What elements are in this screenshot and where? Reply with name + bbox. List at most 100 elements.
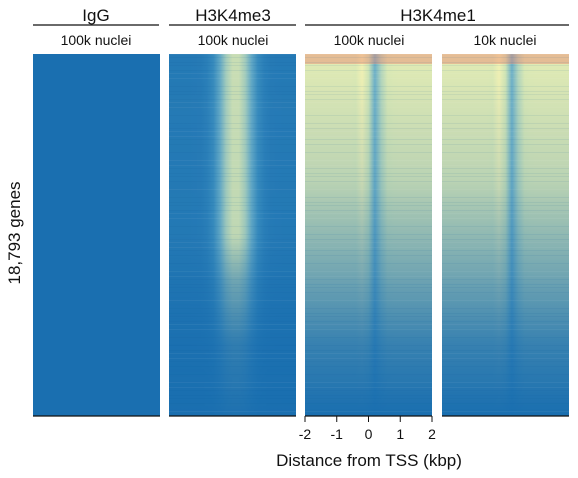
heatmap-streak <box>169 250 296 251</box>
heatmap-streak <box>169 65 296 66</box>
x-tick-label: 1 <box>396 426 404 442</box>
heatmap-top-band <box>305 54 432 64</box>
panel-subtitle-igg: 100k nuclei <box>61 32 132 48</box>
heatmap-streak <box>305 321 432 322</box>
heatmap-streak <box>169 173 296 174</box>
heatmap-streak <box>305 189 432 190</box>
heatmap-streak <box>305 279 432 280</box>
heatmap-streak <box>169 102 296 103</box>
heatmap-streak <box>442 144 569 145</box>
heatmap-streak <box>169 255 296 256</box>
heatmap-streak <box>442 123 569 124</box>
heatmap-streak <box>305 176 432 177</box>
heatmap-streak <box>305 329 432 330</box>
heatmap-streak <box>442 300 569 301</box>
heatmap-streak <box>442 358 569 359</box>
heatmap-streak <box>442 160 569 161</box>
x-tick-label: 0 <box>365 426 373 442</box>
y-axis-label: 18,793 genes <box>5 181 24 284</box>
heatmap-streak <box>305 390 432 391</box>
heatmap-streak <box>442 165 569 166</box>
heatmap-streak <box>169 387 296 388</box>
heatmap-streak <box>305 263 432 264</box>
heatmap-streak <box>305 165 432 166</box>
heatmap-streak <box>442 411 569 412</box>
heatmap-streak <box>169 144 296 145</box>
heatmap-streak <box>169 176 296 177</box>
heatmap-streak <box>442 136 569 137</box>
heatmap-streak <box>305 242 432 243</box>
heatmap-streak <box>305 218 432 219</box>
heatmap-streak <box>442 242 569 243</box>
heatmap-streak <box>442 107 569 108</box>
heatmap-streak <box>442 292 569 293</box>
heatmap-streak <box>169 62 296 63</box>
heatmap-streak <box>169 136 296 137</box>
heatmap-streak <box>442 395 569 396</box>
heatmap-streak <box>442 189 569 190</box>
heatmap-streak <box>169 234 296 235</box>
heatmap-streak <box>305 94 432 95</box>
heatmap-streak <box>442 403 569 404</box>
heatmap-streak <box>442 316 569 317</box>
heatmap-streak <box>169 321 296 322</box>
heatmap-streak <box>169 300 296 301</box>
heatmap-streak <box>169 308 296 309</box>
heatmap-streak <box>442 271 569 272</box>
heatmap-streak <box>305 160 432 161</box>
heatmap-streak <box>442 324 569 325</box>
heatmap-streak <box>442 62 569 63</box>
heatmap-streak <box>442 205 569 206</box>
heatmap-streak <box>305 255 432 256</box>
heatmap-streak <box>169 226 296 227</box>
heatmap-streak <box>442 276 569 277</box>
heatmap-streak <box>442 329 569 330</box>
heatmap-streak <box>169 78 296 79</box>
heatmap-streak <box>169 287 296 288</box>
heatmap-streak <box>442 263 569 264</box>
heatmap-streak <box>305 73 432 74</box>
heatmap-streak <box>169 131 296 132</box>
heatmap-streak <box>305 115 432 116</box>
heatmap-streak <box>169 366 296 367</box>
heatmap-streak <box>169 337 296 338</box>
heatmap-streak <box>169 115 296 116</box>
heatmap-streak <box>442 287 569 288</box>
heatmap-streak <box>169 292 296 293</box>
heatmap-streak <box>442 99 569 100</box>
heatmap-panel-h3k4me3 <box>169 54 296 417</box>
heatmap-streak <box>442 131 569 132</box>
heatmap-streak <box>305 139 432 140</box>
heatmap-streak <box>442 308 569 309</box>
heatmap-streak <box>442 176 569 177</box>
heatmap-streak <box>305 54 432 55</box>
heatmap-streak <box>442 54 569 55</box>
heatmap-streak <box>305 57 432 58</box>
heatmap-streak <box>169 197 296 198</box>
heatmap-streak <box>305 197 432 198</box>
heatmap-streak <box>442 390 569 391</box>
heatmap-streak <box>169 181 296 182</box>
heatmap-streak <box>305 276 432 277</box>
heatmap-streak <box>442 366 569 367</box>
heatmap-streak <box>169 218 296 219</box>
heatmap-streak <box>442 337 569 338</box>
heatmap-streak <box>442 226 569 227</box>
heatmap-streak <box>442 247 569 248</box>
heatmap-streak <box>305 205 432 206</box>
heatmap-streak <box>442 239 569 240</box>
group-title-igg: IgG <box>82 6 109 25</box>
heatmap-streak <box>442 78 569 79</box>
heatmap-streak <box>305 358 432 359</box>
heatmap-streak <box>169 94 296 95</box>
group-title-h3k4me1: H3K4me1 <box>400 6 476 25</box>
heatmap-streak <box>305 300 432 301</box>
heatmap-streak <box>442 70 569 71</box>
heatmap-streak <box>169 213 296 214</box>
heatmap-streak <box>442 115 569 116</box>
heatmap-streak <box>305 350 432 351</box>
heatmap-streak <box>169 160 296 161</box>
heatmap-streak <box>442 382 569 383</box>
heatmap-streak <box>442 65 569 66</box>
heatmap-streak <box>169 202 296 203</box>
